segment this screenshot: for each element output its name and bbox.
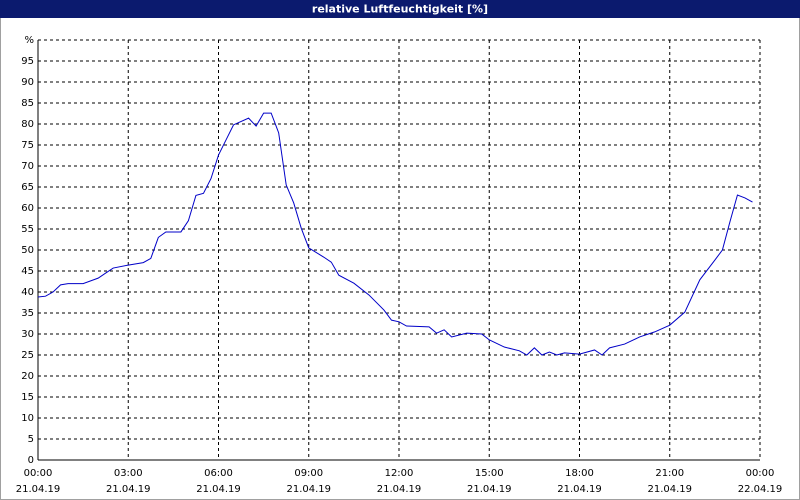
y-tick-label: 55 (21, 224, 34, 235)
y-tick-label: 90 (21, 77, 34, 88)
x-tick-date: 21.04.19 (16, 484, 61, 495)
y-tick-label: 40 (21, 287, 34, 298)
x-tick-label: 15:00 (475, 468, 504, 479)
x-tick-date: 21.04.19 (196, 484, 241, 495)
y-tick-label: 0 (28, 455, 34, 466)
x-tick-date: 21.04.19 (377, 484, 422, 495)
x-tick-date: 21.04.19 (106, 484, 151, 495)
y-tick-label: 50 (21, 245, 34, 256)
x-tick-date: 21.04.19 (286, 484, 331, 495)
y-tick-label: 70 (21, 161, 34, 172)
x-tick-label: 09:00 (294, 468, 323, 479)
x-tick-label: 21:00 (655, 468, 684, 479)
data-line (37, 112, 753, 356)
x-tick-date: 22.04.19 (738, 484, 783, 495)
x-tick-label: 12:00 (385, 468, 414, 479)
y-tick-label: 45 (21, 266, 34, 277)
y-tick-label: 65 (21, 182, 34, 193)
x-tick-date: 21.04.19 (647, 484, 692, 495)
y-tick-label: 25 (21, 350, 34, 361)
x-tick-date: 21.04.19 (467, 484, 512, 495)
y-tick-label: 20 (21, 371, 34, 382)
y-tick-label: 95 (21, 56, 34, 67)
y-tick-label: 85 (21, 98, 34, 109)
y-tick-label: 35 (21, 308, 34, 319)
y-tick-label: 80 (21, 119, 34, 130)
x-tick-label: 18:00 (565, 468, 594, 479)
x-tick-label: 03:00 (114, 468, 143, 479)
title-bar (0, 0, 800, 18)
x-tick-date: 21.04.19 (557, 484, 602, 495)
x-tick-label: 00:00 (24, 468, 53, 479)
y-tick-label: 15 (21, 392, 34, 403)
y-tick-label: 30 (21, 329, 34, 340)
y-tick-label: 5 (28, 434, 34, 445)
y-tick-label: 10 (21, 413, 34, 424)
chart-title: relative Luftfeuchtigkeit [%] (312, 3, 488, 16)
x-tick-label: 00:00 (746, 468, 775, 479)
y-tick-label: 60 (21, 203, 34, 214)
y-tick-label: % (24, 35, 34, 46)
y-tick-label: 75 (21, 140, 34, 151)
x-tick-label: 06:00 (204, 468, 233, 479)
